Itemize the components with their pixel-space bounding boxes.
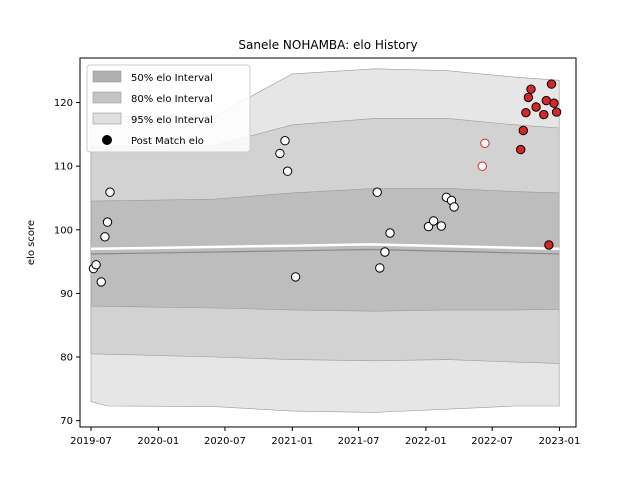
- data-point: [516, 144, 526, 155]
- legend-swatch: [92, 112, 122, 125]
- data-point: [105, 187, 115, 197]
- data-point: [549, 98, 559, 108]
- data-point: [275, 148, 285, 159]
- chart-title: Sanele NOHAMBA: elo History: [238, 38, 417, 52]
- x-tick-label: 2022-07: [471, 436, 513, 447]
- y-axis: 70 80 90 100 110 120: [54, 98, 80, 427]
- data-point: [449, 202, 459, 212]
- y-tick-label: 90: [60, 289, 73, 300]
- data-point: [385, 228, 395, 238]
- mean-elo-line: [90, 243, 560, 251]
- data-point: [477, 161, 487, 171]
- mean-line: [90, 243, 560, 255]
- data-point: [91, 260, 101, 270]
- data-point: [102, 217, 113, 227]
- data-point: [436, 221, 446, 231]
- data-point: [375, 263, 385, 273]
- data-point: [290, 272, 301, 282]
- data-point: [100, 232, 110, 242]
- y-tick-label: 80: [60, 353, 73, 364]
- legend-label: Post Match elo: [131, 136, 204, 147]
- data-point: [96, 277, 106, 287]
- data-point: [428, 216, 439, 226]
- legend: 50% elo Interval 80% elo Interval 95% elo …: [86, 64, 251, 153]
- data-point: [539, 109, 549, 120]
- data-point: [480, 138, 490, 149]
- post-match-points: [88, 79, 562, 287]
- legend-label: 80% elo Interval: [131, 94, 213, 105]
- data-point: [282, 166, 293, 176]
- median-elo-line: [90, 248, 560, 255]
- plot-area: [88, 68, 562, 413]
- data-point: [380, 247, 390, 257]
- legend-label: 95% elo Interval: [131, 115, 213, 126]
- data-point: [551, 107, 562, 117]
- x-axis: 2019-07 2020-01 2020-07 2021-01 2021-07 2022-…: [70, 427, 580, 447]
- legend-label: 50% elo Interval: [131, 73, 213, 84]
- data-point: [531, 102, 541, 112]
- data-point: [546, 79, 557, 89]
- x-tick-label: 2021-07: [338, 436, 380, 447]
- y-tick-label: 100: [54, 225, 73, 236]
- legend-box: [86, 64, 251, 153]
- x-tick-label: 2019-07: [70, 436, 112, 447]
- legend-swatch: [92, 70, 122, 83]
- y-axis-title: elo score: [26, 220, 37, 265]
- x-tick-label: 2020-01: [137, 436, 179, 447]
- x-tick-label: 2023-01: [539, 436, 581, 447]
- legend-marker: [102, 135, 112, 145]
- x-tick-label: 2022-01: [405, 436, 447, 447]
- x-tick-label: 2021-01: [271, 436, 313, 447]
- legend-swatch: [92, 91, 122, 104]
- data-point: [526, 84, 536, 94]
- data-point: [544, 240, 554, 250]
- y-tick-label: 110: [54, 162, 73, 173]
- data-point: [541, 95, 551, 106]
- data-point: [280, 136, 290, 146]
- data-point: [518, 125, 528, 136]
- axes-frame: [79, 57, 577, 428]
- y-tick-label: 70: [60, 416, 73, 427]
- x-tick-label: 2020-07: [204, 436, 246, 447]
- y-tick-label: 120: [54, 98, 73, 109]
- data-point: [372, 187, 382, 197]
- data-point: [521, 108, 531, 118]
- data-point: [523, 92, 534, 103]
